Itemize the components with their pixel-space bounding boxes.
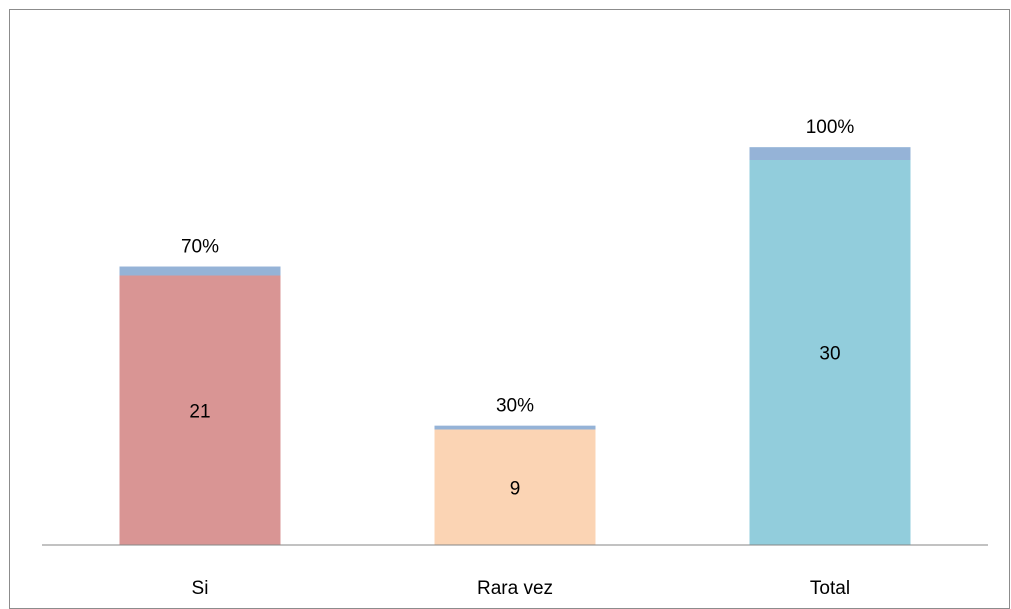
data-label: 21 bbox=[189, 401, 210, 422]
bar-percent-cap bbox=[119, 266, 281, 276]
bars-group bbox=[119, 147, 911, 545]
bar-total bbox=[749, 160, 911, 545]
percent-label: 30% bbox=[496, 396, 534, 417]
percent-label: 70% bbox=[181, 237, 219, 258]
bar-rara-vez bbox=[434, 429, 596, 545]
bar-percent-cap bbox=[434, 425, 596, 430]
category-label: Si bbox=[192, 578, 209, 596]
labels-group: 21 70% Si 9 30% Rara vez 30 100% Total bbox=[181, 117, 854, 596]
category-label: Rara vez bbox=[477, 578, 553, 596]
data-label: 30 bbox=[819, 344, 840, 365]
bar-chart: 21 70% Si 9 30% Rara vez 30 100% Total bbox=[42, 117, 988, 596]
bar-si bbox=[119, 275, 281, 545]
bar-percent-cap bbox=[749, 147, 911, 160]
percent-label: 100% bbox=[806, 117, 855, 138]
data-label: 9 bbox=[510, 478, 521, 499]
category-label: Total bbox=[810, 578, 850, 596]
